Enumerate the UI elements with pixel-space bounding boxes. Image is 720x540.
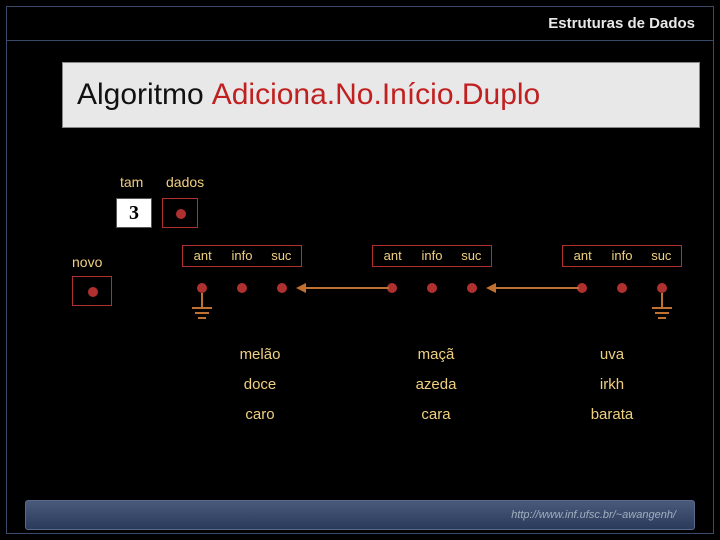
arrow-n2-to-n1 [304,287,389,289]
label-tam: tam [120,174,143,190]
table-row: caro cara barata [172,400,700,430]
cell: azeda [348,370,524,400]
cell: caro [172,400,348,430]
table-row: doce azeda irkh [172,370,700,400]
diagram-area: tam dados 3 novo ant info suc ant info s… [72,150,700,480]
arrow-head-n2-to-n1 [296,283,306,293]
node-2-suc-label: suc [452,246,491,266]
node-1-ant-dot [197,283,207,293]
node-1-info-dot [237,283,247,293]
node-2-suc-dot [467,283,477,293]
cell: irkh [524,370,700,400]
arrow-n3-to-n2 [494,287,579,289]
cell: maçã [348,340,524,370]
dados-box [162,198,198,228]
title-part-1: Algoritmo [77,78,204,112]
node-2-info-label: info [412,246,451,266]
node-3-info-label: info [602,246,641,266]
info-table: melão maçã uva doce azeda irkh caro cara… [172,340,700,430]
header-bar: Estruturas de Dados [7,7,713,41]
node-2-ant-label: ant [373,246,412,266]
cell: uva [524,340,700,370]
cell: doce [172,370,348,400]
novo-pointer-dot [88,287,98,297]
title-box: Algoritmo Adiciona.No.Início.Duplo [62,62,700,128]
footer-url: http://www.inf.ufsc.br/~awangenh/ [511,509,676,521]
node-2-header: ant info suc [372,245,492,267]
node-3-info-dot [617,283,627,293]
cell: melão [172,340,348,370]
node-3-suc-dot [657,283,667,293]
node-1-ant-label: ant [183,246,222,266]
arrow-head-n3-to-n2 [486,283,496,293]
table-row: melão maçã uva [172,340,700,370]
dados-pointer-dot [176,209,186,219]
cell: barata [524,400,700,430]
label-novo: novo [72,254,102,270]
title-part-2: Adiciona.No.Início.Duplo [212,78,541,112]
tam-value-box: 3 [116,198,152,228]
node-3-ant-label: ant [563,246,602,266]
node-3-suc-label: suc [642,246,681,266]
header-title: Estruturas de Dados [548,15,695,32]
label-dados: dados [166,174,204,190]
node-1-suc-label: suc [262,246,301,266]
footer-bar: http://www.inf.ufsc.br/~awangenh/ [25,500,695,530]
node-1-info-label: info [222,246,261,266]
node-3-header: ant info suc [562,245,682,267]
cell: cara [348,400,524,430]
node-1-header: ant info suc [182,245,302,267]
node-1-suc-dot [277,283,287,293]
node-2-info-dot [427,283,437,293]
novo-box [72,276,112,306]
